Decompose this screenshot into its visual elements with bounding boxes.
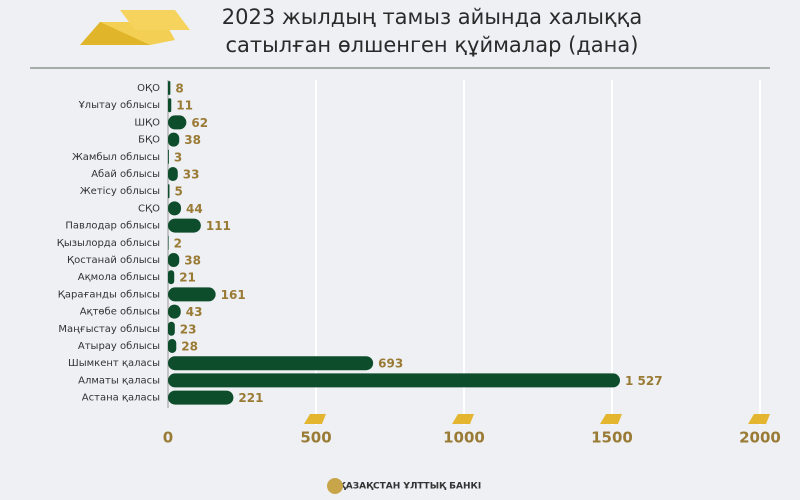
value-label: 2 [174, 236, 182, 250]
footer: ҚАЗАҚСТАН ҰЛТТЫҚ БАНКІ [339, 482, 481, 492]
y-tick-label: Қызылорда облысы [57, 238, 160, 249]
bar [168, 253, 180, 267]
bar [168, 373, 620, 388]
bar [168, 98, 172, 113]
value-label: 28 [181, 340, 198, 354]
value-label: 33 [183, 168, 200, 182]
bar [168, 390, 234, 405]
chart-title: сатылған өлшенген құймалар (дана) [226, 33, 639, 57]
x-tick-label: 500 [300, 429, 331, 447]
y-tick-label: Павлодар облысы [65, 221, 160, 232]
bar [168, 356, 374, 371]
x-tick-label: 0 [163, 429, 173, 447]
value-label: 38 [184, 254, 201, 268]
bar [168, 149, 169, 164]
value-label: 8 [175, 82, 183, 96]
bar [168, 81, 171, 95]
value-label: 62 [191, 116, 208, 130]
value-label: 161 [221, 288, 246, 302]
x-tick-label: 1000 [443, 429, 485, 447]
x-tick-label: 2000 [739, 429, 781, 447]
bar [168, 218, 201, 233]
value-label: 111 [206, 219, 231, 233]
bar [168, 287, 216, 302]
value-label: 38 [184, 133, 201, 147]
bar [168, 321, 175, 336]
bar [168, 167, 178, 181]
bar [168, 132, 180, 147]
value-label: 1 527 [625, 374, 663, 388]
y-tick-label: Маңғыстау облысы [58, 324, 160, 335]
y-tick-label: Абай облысы [91, 169, 160, 180]
bar [168, 184, 170, 199]
gold-icon [600, 414, 622, 424]
y-tick-label: БҚО [138, 135, 160, 146]
chart-title: 2023 жылдың тамыз айында халыққа [222, 5, 642, 29]
value-label: 11 [176, 99, 193, 113]
value-label: 221 [238, 391, 263, 405]
gold-icon [452, 414, 474, 424]
value-label: 5 [174, 185, 182, 199]
y-tick-label: Ақмола облысы [78, 272, 160, 283]
y-tick-label: СҚО [138, 203, 160, 214]
bar [168, 115, 187, 130]
bar [168, 304, 181, 319]
value-label: 44 [186, 202, 203, 216]
gold-icon [80, 10, 190, 45]
value-label: 21 [179, 271, 196, 285]
y-tick-label: Ақтөбе облысы [80, 307, 160, 318]
y-tick-label: Жетісу облысы [80, 185, 160, 197]
value-label: 3 [174, 150, 182, 164]
bar [168, 235, 169, 250]
logo [327, 478, 343, 494]
value-label: 693 [378, 357, 403, 371]
y-tick-label: Астана қаласы [82, 393, 160, 404]
bar [168, 270, 175, 285]
gold-icon [304, 414, 326, 424]
y-tick-label: Шымкент қаласы [68, 358, 160, 369]
bar [168, 201, 182, 216]
y-tick-label: Қарағанды облысы [58, 289, 160, 300]
y-tick-label: Атырау облысы [78, 341, 160, 352]
bar [168, 339, 177, 353]
y-tick-label: ШҚО [134, 117, 160, 128]
gold-icon [748, 414, 770, 424]
y-tick-label: Қостанай облысы [67, 255, 160, 266]
y-tick-label: Ұлытау облысы [78, 100, 160, 111]
y-tick-label: ОҚО [137, 83, 160, 94]
value-label: 23 [180, 322, 197, 336]
y-tick-label: Алматы қаласы [78, 375, 160, 386]
x-tick-label: 1500 [591, 429, 633, 447]
y-tick-label: Жамбыл облысы [72, 152, 160, 163]
value-label: 43 [186, 305, 203, 319]
